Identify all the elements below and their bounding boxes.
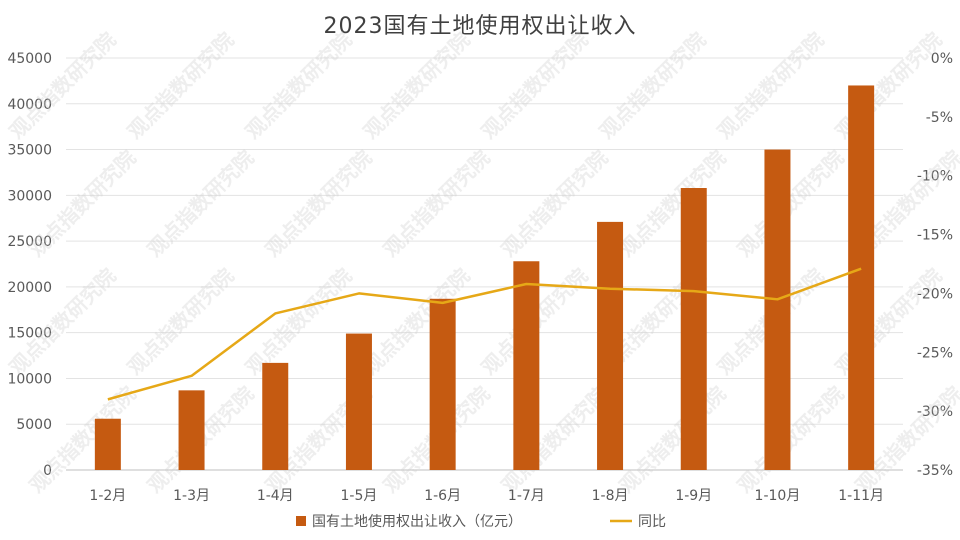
x-tick-label: 1-10月 bbox=[755, 488, 801, 504]
y-left-tick-label: 5000 bbox=[16, 417, 52, 433]
y-left-tick-label: 15000 bbox=[7, 326, 52, 342]
bar bbox=[597, 221, 624, 470]
watermark-text: 观点指数研究院 bbox=[733, 382, 849, 498]
y-right-tick-label: -30% bbox=[917, 404, 953, 420]
x-tick-label: 1-2月 bbox=[89, 488, 126, 504]
legend-swatch-bar bbox=[296, 516, 306, 526]
y-left-tick-label: 40000 bbox=[7, 97, 52, 113]
bar bbox=[178, 390, 205, 470]
watermark-text: 观点指数研究院 bbox=[123, 264, 239, 380]
y-left-tick-label: 0 bbox=[43, 463, 52, 479]
bar bbox=[680, 188, 707, 470]
watermark-text: 观点指数研究院 bbox=[359, 28, 475, 144]
watermark-text: 观点指数研究院 bbox=[497, 146, 613, 262]
watermark-text: 观点指数研究院 bbox=[241, 28, 357, 144]
y-right-tick-label: -25% bbox=[917, 345, 953, 361]
watermark-text: 观点指数研究院 bbox=[733, 146, 849, 262]
y-right-tick-label: -35% bbox=[917, 463, 953, 479]
x-tick-label: 1-3月 bbox=[173, 488, 210, 504]
watermark-text: 观点指数研究院 bbox=[477, 28, 593, 144]
x-tick-label: 1-7月 bbox=[508, 488, 545, 504]
watermark-text: 观点指数研究院 bbox=[831, 264, 947, 380]
watermark-text: 观点指数研究院 bbox=[359, 264, 475, 380]
bar bbox=[429, 298, 456, 470]
watermark-text: 观点指数研究院 bbox=[831, 28, 947, 144]
y-left-tick-label: 20000 bbox=[7, 280, 52, 296]
legend-label-line: 同比 bbox=[638, 514, 666, 530]
bar bbox=[94, 418, 121, 470]
watermark-text: 观点指数研究院 bbox=[379, 146, 495, 262]
watermark-text: 观点指数研究院 bbox=[241, 264, 357, 380]
y-left-tick-label: 25000 bbox=[7, 234, 52, 250]
x-tick-label: 1-6月 bbox=[424, 488, 461, 504]
watermark-text: 观点指数研究院 bbox=[713, 28, 829, 144]
watermark-text: 观点指数研究院 bbox=[615, 382, 731, 498]
y-left-tick-label: 35000 bbox=[7, 143, 52, 159]
watermark-text: 观点指数研究院 bbox=[25, 382, 141, 498]
watermark-text: 观点指数研究院 bbox=[123, 28, 239, 144]
y-left-tick-label: 10000 bbox=[7, 371, 52, 387]
y-right-tick-label: 0% bbox=[931, 51, 953, 67]
y-right-tick-label: -20% bbox=[917, 286, 953, 302]
x-tick-label: 1-11月 bbox=[838, 488, 884, 504]
watermark-text: 观点指数研究院 bbox=[615, 146, 731, 262]
y-right-tick-label: -5% bbox=[926, 110, 953, 126]
bar bbox=[764, 149, 791, 471]
series-line-yoy bbox=[107, 267, 862, 401]
x-tick-label: 1-8月 bbox=[592, 488, 629, 504]
watermark-text: 观点指数研究院 bbox=[261, 146, 377, 262]
chart-title: 2023国有土地使用权出让收入 bbox=[323, 14, 637, 39]
bar bbox=[345, 333, 372, 470]
y-right-tick-label: -10% bbox=[917, 169, 953, 185]
x-tick-label: 1-9月 bbox=[675, 488, 712, 504]
x-tick-label: 1-5月 bbox=[341, 488, 378, 504]
bar bbox=[513, 261, 540, 470]
bar bbox=[262, 362, 289, 470]
legend-label-bar: 国有土地使用权出让收入（亿元） bbox=[312, 513, 522, 530]
watermark-text: 观点指数研究院 bbox=[143, 146, 259, 262]
watermark-text: 观点指数研究院 bbox=[595, 28, 711, 144]
watermark-text: 观点指数研究院 bbox=[5, 28, 121, 144]
x-tick-label: 1-4月 bbox=[257, 488, 294, 504]
y-left-tick-label: 30000 bbox=[7, 188, 52, 204]
bar bbox=[848, 85, 875, 470]
y-right-tick-label: -15% bbox=[917, 228, 953, 244]
y-left-tick-label: 45000 bbox=[7, 51, 52, 67]
